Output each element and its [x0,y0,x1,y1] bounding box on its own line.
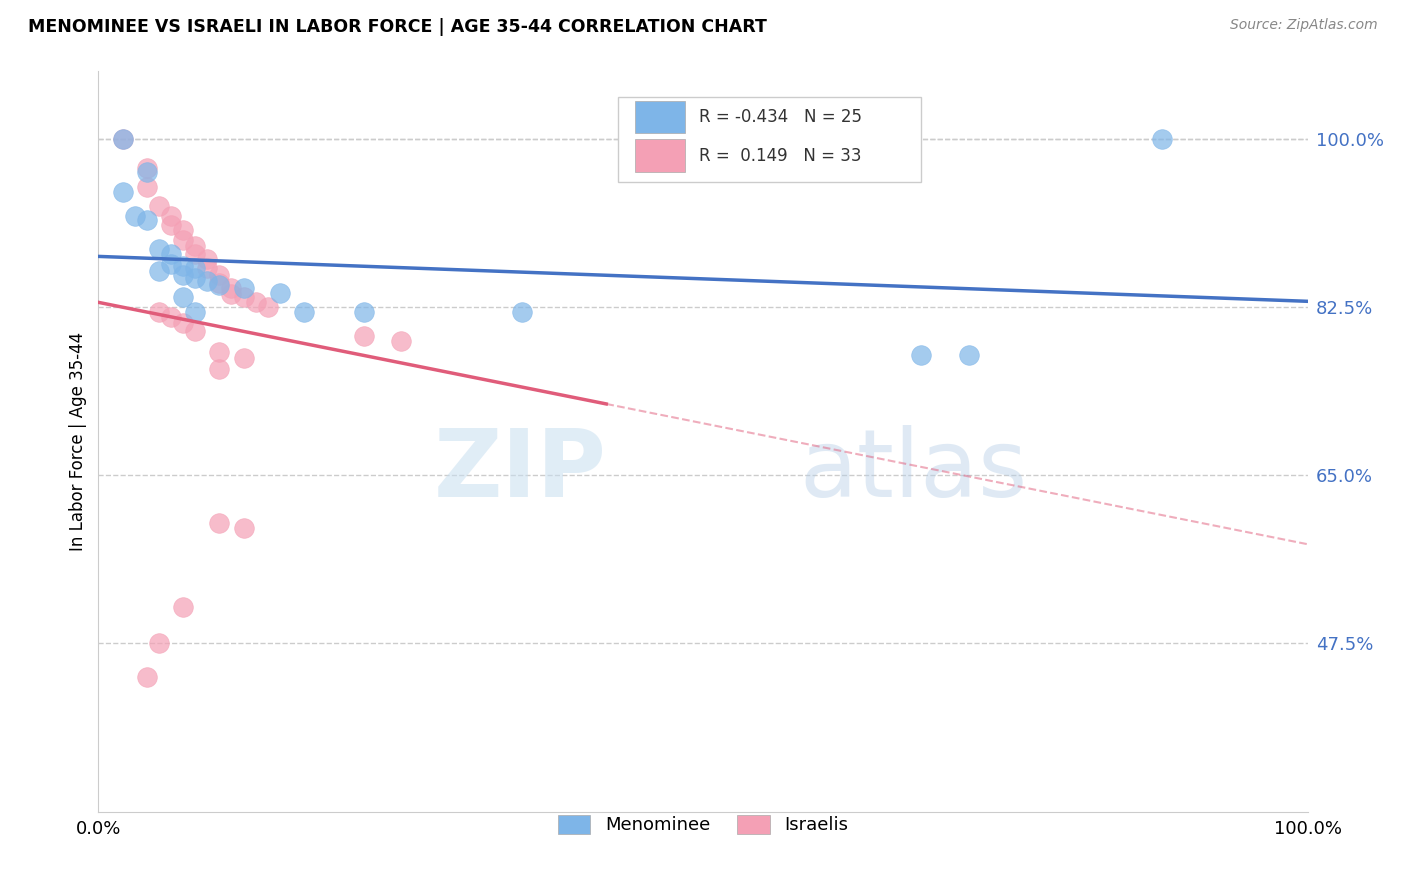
Point [208,345,231,359]
Point [111,131,134,145]
Point [111,185,134,199]
Legend: Menominee, Israelis: Menominee, Israelis [548,806,858,844]
Point [195,274,218,288]
Point [184,304,207,318]
Text: ZIP: ZIP [433,425,606,517]
Point [232,290,254,304]
Point [172,599,194,614]
Point [135,213,157,227]
Point [148,199,170,213]
Point [124,209,146,223]
Point [957,348,980,362]
Point [292,304,315,318]
Point [510,304,533,318]
Point [208,516,231,531]
Point [135,165,157,179]
Point [111,131,134,145]
Point [135,161,157,175]
Point [148,264,170,278]
Point [184,247,207,261]
Point [148,242,170,256]
FancyBboxPatch shape [619,97,921,183]
Point [232,281,254,295]
Point [172,259,194,273]
Point [184,324,207,338]
Point [160,218,183,232]
Point [245,295,267,310]
Point [208,276,231,290]
Point [910,348,932,362]
Point [269,285,291,300]
Point [353,328,375,343]
Point [232,521,254,535]
Point [353,304,375,318]
Point [160,247,183,261]
Point [160,257,183,271]
Point [184,239,207,253]
Y-axis label: In Labor Force | Age 35-44: In Labor Force | Age 35-44 [69,332,87,551]
Point [172,290,194,304]
Point [148,636,170,650]
Point [172,268,194,283]
Point [221,287,243,301]
Text: MENOMINEE VS ISRAELI IN LABOR FORCE | AGE 35-44 CORRELATION CHART: MENOMINEE VS ISRAELI IN LABOR FORCE | AG… [28,18,768,36]
Point [172,316,194,330]
Point [148,304,170,318]
Point [160,209,183,223]
Point [232,351,254,365]
Point [184,271,207,285]
Point [195,252,218,266]
FancyBboxPatch shape [636,101,685,133]
Point [208,362,231,376]
Point [1152,131,1174,145]
Text: R = -0.434   N = 25: R = -0.434 N = 25 [699,108,862,126]
FancyBboxPatch shape [636,139,685,172]
Point [160,310,183,324]
Point [389,334,412,348]
Point [221,281,243,295]
Point [208,268,231,283]
Point [184,261,207,276]
Point [172,233,194,247]
Text: atlas: atlas [800,425,1028,517]
Point [135,179,157,194]
Point [195,261,218,276]
Point [135,670,157,684]
Point [172,223,194,237]
Point [208,277,231,292]
Text: Source: ZipAtlas.com: Source: ZipAtlas.com [1230,18,1378,32]
Text: R =  0.149   N = 33: R = 0.149 N = 33 [699,147,862,165]
Point [256,300,278,314]
